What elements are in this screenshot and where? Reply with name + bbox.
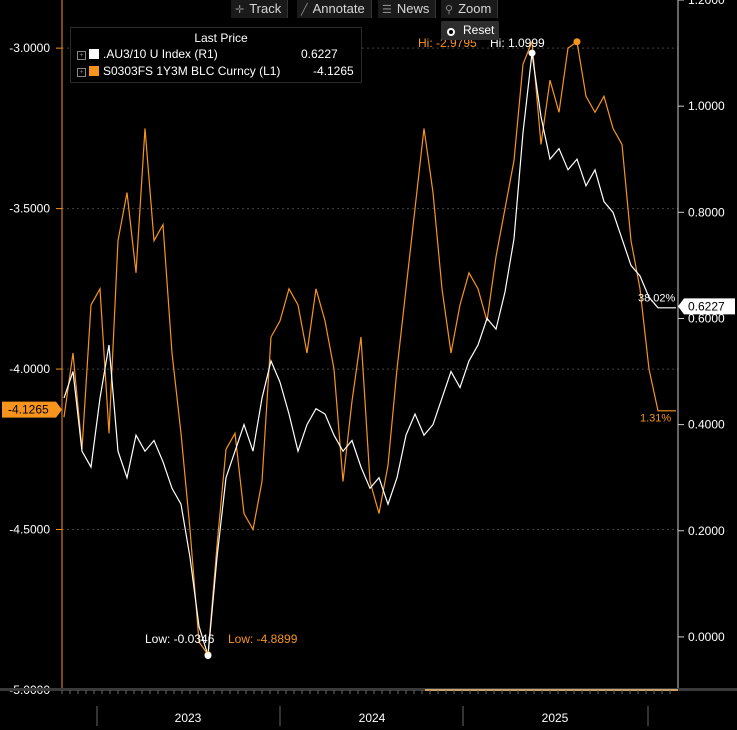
legend-row-orange[interactable]: + S0303FS 1Y3M BLC Curncy (L1) [77,64,280,78]
right-tick-label: 1.0000 [688,99,725,113]
expand-icon[interactable]: + [77,68,86,77]
series-line-orange [63,40,676,657]
legend-label-orange: S0303FS 1Y3M BLC Curncy (L1) [103,64,281,78]
series-line-white [63,53,676,656]
legend-value-orange: -4.1265 [313,64,354,78]
annotate-label: Annotate [312,1,365,16]
orange-pct-label: 1.31% [640,413,671,425]
zoom-label: Zoom [458,1,492,16]
legend-label-white: .AU3/10 U Index (R1) [103,47,218,61]
series-layer [63,40,676,657]
right-axis: 1.2000 1.0000 0.8000 0.6000 0.4000 0.2000 0.00… [678,0,725,644]
x-tick-label: 2024 [359,711,386,725]
left-last-value-tag [2,401,62,418]
expand-icon[interactable]: + [77,51,86,60]
right-tick-label: 0.4000 [688,418,725,432]
right-tick-label: 1.2000 [688,0,725,7]
legend: Last Price + .AU3/10 U Index (R1) 0.6227 … [70,27,362,83]
right-tick-label: 0.0000 [688,630,725,644]
left-tick-label: -3.0000 [9,41,50,55]
white-low-marker [204,652,212,659]
reset-radio-icon [447,28,455,36]
x-axis: 2023 2024 2025 [61,690,671,726]
news-label: News [396,1,430,16]
legend-swatch-orange [89,66,99,76]
track-button[interactable]: ✛ Track [231,0,289,18]
x-tick-label: 2025 [542,711,569,725]
right-tick-label: 0.6000 [688,311,725,325]
news-button[interactable]: ☰ News [378,0,437,18]
orange-low-label: Low: -4.8899 [228,632,298,646]
reset-label: Reset [463,23,495,37]
legend-value-white: 0.6227 [301,47,338,61]
legend-swatch-white [89,49,99,59]
white-pct-label: 38.02% [638,292,676,304]
white-low-label: Low: -0.0346 [145,632,215,646]
magnifier-icon: ⚲ [445,4,454,16]
right-tick-label: 0.2000 [688,524,725,538]
right-last-value-text: 0.6227 [688,299,725,313]
left-tick-label: -3.5000 [9,202,50,216]
crosshair-icon: ✛ [235,4,245,16]
right-tick-label: 0.8000 [688,205,725,219]
left-axis: -3.0000-3.5000-4.0000-4.5000-5.0000 [9,41,62,697]
x-tick-label: 2023 [175,711,202,725]
orange-high-marker [573,38,581,46]
legend-row-white[interactable]: + .AU3/10 U Index (R1) [77,47,218,61]
left-last-value-text: -4.1265 [8,403,49,417]
x-axis-bar [0,688,737,691]
left-tick-label: -4.0000 [9,362,50,376]
news-list-icon: ☰ [382,4,392,16]
annotate-button[interactable]: ╱ Annotate [297,0,372,18]
white-high-marker [528,49,536,57]
legend-title: Last Price [194,31,248,45]
pencil-icon: ╱ [301,4,308,16]
right-last-value-tag [678,298,735,315]
left-tick-label: -4.5000 [9,523,50,537]
x-axis-highlight [425,689,678,691]
track-label: Track [249,1,282,16]
white-high-label: Hi: 1.0999 [490,36,545,50]
reset-button[interactable]: Reset [441,21,499,40]
zoom-button[interactable]: ⚲ Zoom [441,0,499,18]
